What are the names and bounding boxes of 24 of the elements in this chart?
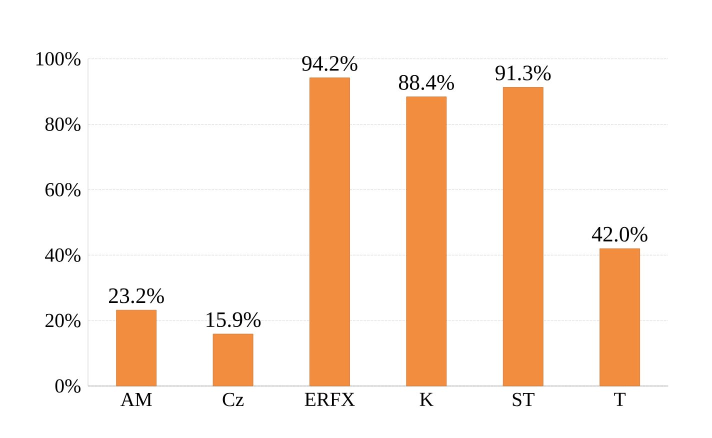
y-tick-label: 60% xyxy=(45,182,80,196)
y-tick-label: 100% xyxy=(36,52,80,66)
y-tick-label: 20% xyxy=(46,314,80,328)
x-tick-label: AM xyxy=(120,392,152,406)
y-tick-label: 80% xyxy=(45,118,80,132)
bar xyxy=(406,96,447,386)
x-tick-label: Cz xyxy=(222,392,244,406)
x-tick-label: ERFX xyxy=(304,392,355,406)
x-tick-label: T xyxy=(614,392,626,406)
x-tick-label: K xyxy=(420,392,434,406)
bar xyxy=(116,310,157,386)
data-label: 91.3% xyxy=(496,66,551,80)
x-tick-label: ST xyxy=(512,392,534,406)
data-label: 88.4% xyxy=(398,75,454,90)
y-tick-label: 0% xyxy=(55,379,80,393)
data-label: 42.0% xyxy=(592,226,648,242)
bar xyxy=(600,248,640,386)
data-label: 23.2% xyxy=(109,288,164,304)
data-label: 15.9% xyxy=(206,312,261,328)
bar xyxy=(212,334,254,386)
y-tick-label: 40% xyxy=(45,248,80,262)
data-label: 94.2% xyxy=(302,56,358,71)
bar xyxy=(502,87,544,386)
bar xyxy=(310,78,350,386)
